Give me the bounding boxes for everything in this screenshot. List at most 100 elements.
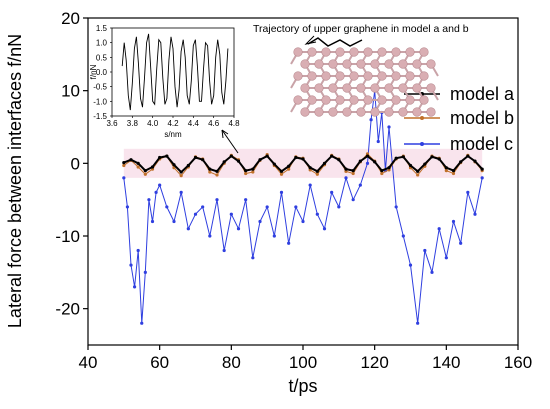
inset-background <box>92 22 240 134</box>
data-point-model-b <box>380 171 384 176</box>
atom <box>370 107 380 117</box>
y-tick-label: -1.0 <box>93 97 107 106</box>
x-tick-label: 80 <box>222 353 241 372</box>
data-point-model-a <box>437 157 441 161</box>
atom <box>335 47 345 57</box>
atom <box>328 59 338 69</box>
data-point-model-c <box>473 212 477 216</box>
data-point-model-c <box>150 219 155 224</box>
series-line-0 <box>121 33 229 111</box>
data-point-model-a <box>258 158 262 162</box>
data-point-model-a <box>193 155 198 160</box>
data-point-model-c <box>437 227 441 231</box>
data-point-model-c <box>294 205 298 209</box>
atom <box>300 107 310 117</box>
data-point-model-c <box>358 183 362 187</box>
legend-marker <box>420 142 424 146</box>
atom <box>314 59 324 69</box>
data-point-model-c <box>451 219 456 224</box>
data-point-model-a <box>287 164 291 168</box>
data-point-model-a <box>201 158 205 162</box>
data-point-model-b <box>451 171 456 176</box>
x-tick-label: 4.0 <box>147 119 159 128</box>
y-tick-label: 10 <box>61 82 80 101</box>
data-point-model-a <box>315 169 319 173</box>
atom <box>307 47 317 57</box>
y-tick-label: 0.0 <box>96 68 108 77</box>
atom <box>419 47 429 57</box>
atom <box>363 47 373 57</box>
atom <box>328 107 338 117</box>
data-point-model-a <box>416 169 420 173</box>
data-point-model-c <box>222 248 226 253</box>
data-point-model-b <box>179 174 183 178</box>
y-tick-label: 0.5 <box>96 53 108 62</box>
y-tick-label: 0 <box>71 154 80 173</box>
data-point-model-c <box>179 190 183 194</box>
atom <box>419 95 429 105</box>
data-point-model-a <box>265 154 269 158</box>
x-tick-label: 4.8 <box>228 119 240 128</box>
data-point-model-c <box>193 212 198 216</box>
data-point-model-b <box>315 172 319 176</box>
atom <box>384 59 394 69</box>
data-point-model-c <box>416 321 420 325</box>
legend-label: model c <box>450 134 513 154</box>
x-tick-label: 4.6 <box>208 119 220 128</box>
data-point-model-c <box>215 198 219 202</box>
data-point-model-b <box>416 173 420 177</box>
data-point-model-c <box>122 176 126 180</box>
data-point-model-c <box>251 256 255 260</box>
y-tick-label: -1.5 <box>93 112 107 121</box>
data-point-model-c <box>480 176 484 180</box>
atom <box>405 47 415 57</box>
atom <box>307 71 317 81</box>
data-point-model-c <box>165 205 169 209</box>
data-point-model-b <box>251 170 255 174</box>
data-point-model-a <box>150 165 155 169</box>
data-point-model-b <box>143 172 147 176</box>
atom <box>314 83 324 93</box>
data-point-model-c <box>140 321 144 325</box>
atom <box>335 95 345 105</box>
inset-marks <box>121 33 229 111</box>
atom <box>391 71 401 81</box>
data-point-model-c <box>365 161 370 165</box>
atom <box>363 95 373 105</box>
data-point-model-a <box>236 159 241 163</box>
atom <box>321 95 331 105</box>
atom <box>342 83 352 93</box>
data-point-model-a <box>380 169 384 173</box>
data-point-model-a <box>222 160 226 164</box>
atom <box>293 47 303 57</box>
data-point-model-a <box>430 155 434 159</box>
atom <box>384 107 394 117</box>
data-point-model-a <box>143 169 147 173</box>
trajectory-path <box>307 37 363 47</box>
data-point-model-a <box>473 159 477 163</box>
atom <box>321 47 331 57</box>
data-point-model-b <box>444 169 448 173</box>
data-point-model-c <box>287 241 291 245</box>
data-point-model-a <box>394 156 398 160</box>
data-point-model-c <box>201 205 205 209</box>
atom <box>300 83 310 93</box>
data-point-model-a <box>179 170 183 174</box>
y-tick-label: 1.0 <box>96 39 108 48</box>
atom <box>419 71 429 81</box>
graphene-lattice-image <box>290 47 439 117</box>
data-point-model-a <box>308 166 312 170</box>
trajectory-arrow-icon <box>304 35 317 45</box>
atom <box>356 107 366 117</box>
atom <box>377 71 387 81</box>
main-marks <box>122 89 484 325</box>
atom <box>293 71 303 81</box>
data-point-model-a <box>401 155 405 159</box>
data-point-model-c <box>337 205 341 209</box>
data-point-model-a <box>136 161 140 165</box>
data-point-model-a <box>279 169 284 173</box>
atom <box>391 47 401 57</box>
data-point-model-b <box>351 171 355 176</box>
atom <box>398 107 408 117</box>
data-point-model-c <box>208 234 212 238</box>
